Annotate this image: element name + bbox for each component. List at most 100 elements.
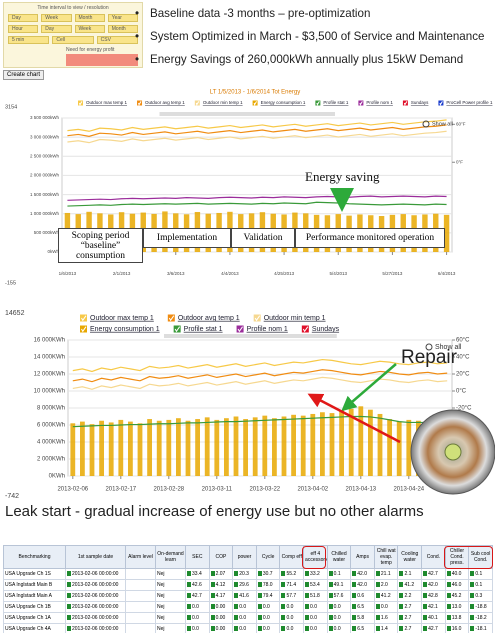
legend-label: Outdoor min temp 1: [264, 315, 326, 322]
chart-title: LT 1/5/2013 - 1/6/2014 Tot Energy: [210, 90, 300, 96]
table-cell: 0.0: [233, 624, 257, 633]
bar: [320, 412, 325, 476]
table-cell: 0.0: [304, 624, 328, 633]
table-cell: 49.1: [327, 580, 351, 591]
highlight: [302, 546, 326, 569]
bar: [186, 421, 191, 476]
table-cell: 46.0: [445, 580, 469, 591]
table-cell: 2.0: [374, 580, 398, 591]
table-cell: 0.0: [327, 602, 351, 613]
photo-center: [445, 444, 461, 460]
y-tick-label: 1 000 000kWh: [30, 211, 60, 216]
bar: [157, 421, 162, 476]
y-tick-label: 3 500 000kWh: [30, 115, 60, 120]
table-cell: 0.0: [256, 613, 280, 624]
table-cell: 33.2: [304, 569, 328, 580]
y-tick-label: 0KWh: [49, 474, 65, 480]
bar: [90, 424, 95, 476]
scrollbar: [160, 112, 336, 116]
y2-tick-label: 60°F: [456, 122, 466, 127]
dropdown-cell: [126, 591, 156, 602]
table-row: USA Upgrade Ch 1S2013-02-06 00:00:00Nej3…: [4, 569, 493, 580]
table-cell: 5.8: [351, 613, 375, 624]
dropdown-cell: [126, 580, 156, 591]
table-cell: 0.6: [351, 591, 375, 602]
dropdown-cell: [126, 569, 156, 580]
y-tick-label: 12 000KWh: [34, 372, 65, 378]
bar: [368, 410, 373, 476]
table-cell: 6.5: [351, 624, 375, 633]
bar: [166, 420, 171, 476]
table-cell: 2.7: [398, 613, 422, 624]
x-tick-label: 2013-04-24: [393, 487, 424, 493]
legend-label: Outdoor avg temp 1: [178, 315, 240, 322]
x-tick-label: 5/27/2013: [382, 271, 403, 276]
table-cell: Nej: [156, 569, 186, 580]
table-cell: Nej: [156, 580, 186, 591]
table-cell: 0.0: [280, 602, 304, 613]
side-label: -742: [5, 493, 19, 500]
x-tick-label: 2013-04-02: [297, 487, 328, 493]
legend-swatch: [237, 326, 244, 333]
table-cell: 13.0: [445, 602, 469, 613]
table-cell: 0.1: [469, 569, 493, 580]
phase-box: Performance monitored operation: [295, 228, 445, 248]
bar: [147, 419, 152, 476]
x-tick-label: 2013-03-11: [202, 487, 233, 493]
table-cell: 0.0: [374, 602, 398, 613]
table-cell: 0.0: [280, 624, 304, 633]
table-cell: 57.7: [280, 591, 304, 602]
table-cell: 2013-02-06 00:00:00: [66, 580, 126, 591]
legend-swatch: [254, 315, 261, 322]
table-cell: 0.0: [327, 624, 351, 633]
table-cell: 0.0: [186, 613, 210, 624]
table-cell: Nej: [156, 624, 186, 633]
table-cell: 42.7: [186, 591, 210, 602]
bar: [339, 411, 344, 476]
table-cell: 71.4: [280, 580, 304, 591]
bar: [397, 422, 402, 476]
table-cell: 4.17: [209, 591, 233, 602]
bar: [262, 416, 267, 476]
bar: [224, 418, 229, 476]
table-cell: USA Inglstadt Main A: [4, 591, 66, 602]
table-cell: 42.6: [186, 580, 210, 591]
table-cell: 2013-02-06 00:00:00: [66, 602, 126, 613]
y-tick-label: 2 000 000kWh: [30, 173, 60, 178]
legend-label: Outdoor avg temp 1: [145, 100, 185, 105]
header-cell: Comp eff: [280, 546, 304, 569]
phase-box: Scoping period “baseline” consumption: [58, 228, 143, 263]
header-cell: Cond.: [422, 546, 446, 569]
table-cell: 42.0: [422, 580, 446, 591]
bar: [301, 416, 306, 476]
x-tick-label: 6/4/2013: [438, 271, 456, 276]
table-cell: 79.4: [256, 591, 280, 602]
table-cell: 42.8: [422, 591, 446, 602]
table-cell: 40.1: [422, 613, 446, 624]
highlight: [444, 546, 493, 569]
table-cell: 42.7: [422, 569, 446, 580]
bar: [70, 423, 75, 476]
y-tick-label: 16 000KWh: [34, 338, 65, 344]
y2-tick-label: 0°C: [456, 389, 467, 395]
bar: [387, 419, 392, 476]
table-cell: 21.1: [374, 569, 398, 580]
bar: [234, 417, 239, 477]
table-cell: 0.0: [327, 613, 351, 624]
table-cell: 2013-02-06 00:00:00: [66, 591, 126, 602]
bar: [253, 417, 258, 476]
bar: [243, 419, 248, 476]
header-cell: Chill wat evap. temp: [374, 546, 398, 569]
legend-label: Outdoor max temp 1: [90, 315, 154, 322]
bar: [330, 413, 335, 476]
x-tick-label: 2013-02-17: [105, 487, 136, 493]
y-tick-label: 10 000KWh: [34, 389, 65, 395]
bar: [378, 414, 383, 476]
caption: Leak start - gradual increase of energy …: [5, 503, 424, 520]
charts: LT 1/5/2013 - 1/6/2014 Tot Energy0kWh500…: [0, 0, 495, 633]
legend-swatch: [302, 326, 309, 333]
table-cell: 0.00: [209, 624, 233, 633]
legend-label: Sundays: [312, 326, 340, 333]
